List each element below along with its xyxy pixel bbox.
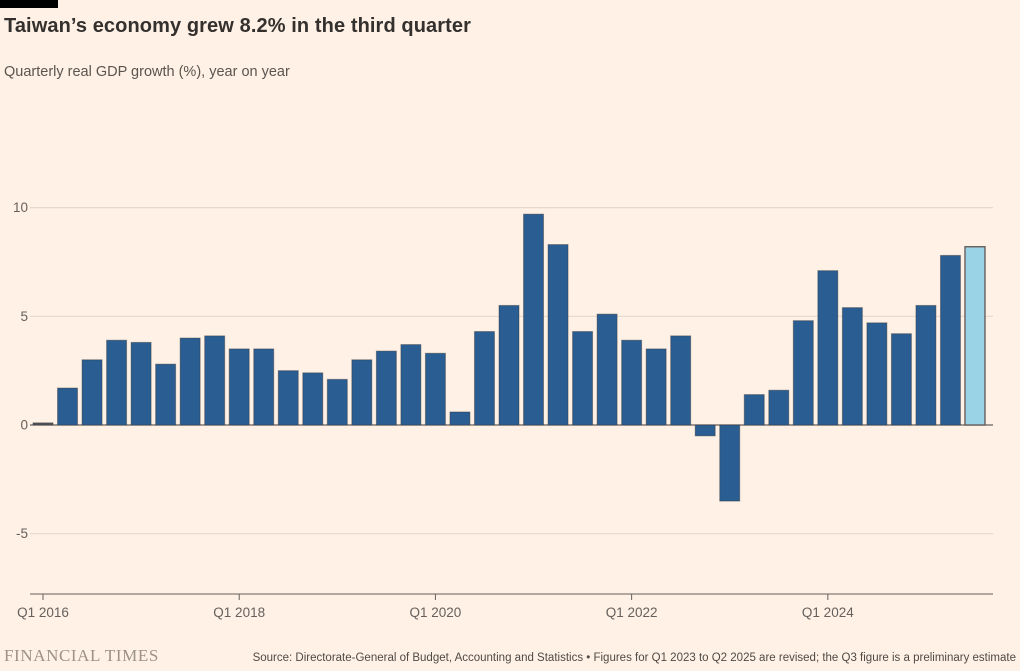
bar-Q3-2025-highlighted: [964, 246, 986, 426]
bar-Q4-2020: [498, 304, 520, 426]
bar-Q4-2024: [890, 333, 912, 426]
bar-Q2-2021: [547, 244, 569, 426]
bar-Q2-2017: [155, 363, 177, 426]
chart-footer: FINANCIAL TIMES Source: Directorate-Gene…: [4, 646, 1016, 666]
bar-Q3-2019: [375, 350, 397, 426]
bar-Q1-2019: [326, 378, 348, 426]
bar-Q1-2024: [817, 270, 839, 426]
bar-Q4-2018: [302, 372, 324, 426]
gdp-bar-chart: 10 5 0 -5 Q1 2016 Q1 2018 Q1 2020 Q1 2022 Q1 202…: [13, 200, 993, 620]
bar-Q2-2018: [253, 348, 275, 426]
bar-Q4-2022: [694, 424, 716, 437]
bar-Q3-2016: [81, 359, 103, 426]
bar-Q3-2018: [277, 370, 299, 426]
bar-Q3-2022: [670, 335, 692, 426]
x-tick-label-Q1-2020: Q1 2020: [410, 605, 462, 620]
y-tick-label: 10: [13, 200, 28, 215]
x-tick-label-Q1-2022: Q1 2022: [606, 605, 658, 620]
bar-Q2-2025: [939, 254, 961, 426]
bar-Q2-2022: [645, 348, 667, 426]
bar-Q4-2019: [400, 344, 422, 426]
x-tick-label-Q1-2024: Q1 2024: [802, 605, 854, 620]
bar-Q3-2020: [473, 331, 495, 426]
bar-Q1-2017: [130, 341, 152, 426]
y-tick-label: -5: [16, 526, 28, 541]
bar-Q1-2025: [915, 304, 937, 426]
chart-title: Taiwan’s economy grew 8.2% in the third …: [4, 15, 472, 37]
bar-Q4-2023: [792, 320, 814, 426]
chart-subtitle: Quarterly real GDP growth (%), year on y…: [4, 64, 290, 80]
bar-Q2-2016: [57, 387, 79, 426]
bar-Q3-2021: [572, 331, 594, 426]
bar-Q2-2023: [743, 394, 765, 426]
ft-brand-tag-bar: [0, 0, 58, 8]
bar-Q4-2016: [106, 339, 128, 426]
x-tick-label-Q1-2016: Q1 2016: [17, 605, 69, 620]
bar-Q2-2024: [841, 307, 863, 426]
source-note: Source: Directorate-General of Budget, A…: [252, 652, 1016, 664]
bar-Q4-2017: [204, 335, 226, 426]
bar-Q1-2018: [228, 348, 250, 426]
bar-Q3-2023: [768, 389, 790, 426]
bar-Q3-2017: [179, 337, 201, 426]
y-tick-label: 5: [20, 309, 28, 324]
bar-Q1-2023: [719, 424, 741, 502]
x-tick-label-Q1-2018: Q1 2018: [213, 605, 265, 620]
bar-Q1-2016: [32, 422, 54, 426]
bar-Q2-2020: [449, 411, 471, 426]
ft-logo-text: FINANCIAL TIMES: [4, 646, 159, 665]
y-tick-label: 0: [20, 418, 28, 433]
bar-Q1-2020: [424, 352, 446, 426]
bar-Q4-2021: [596, 313, 618, 426]
bar-Q1-2022: [621, 339, 643, 426]
bar-Q1-2021: [523, 213, 545, 426]
bar-Q2-2019: [351, 359, 373, 426]
bar-Q3-2024: [866, 322, 888, 426]
